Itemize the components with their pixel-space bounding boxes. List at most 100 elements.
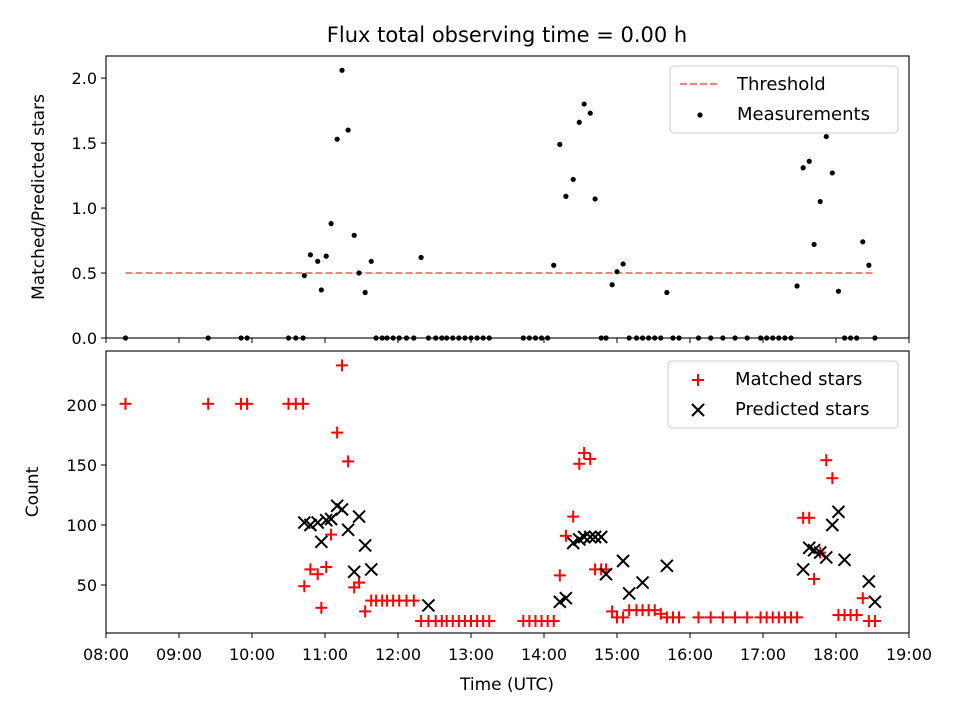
predicted-star-point: [796, 562, 810, 577]
measurement-point: [328, 221, 334, 227]
measurement-point: [345, 127, 351, 133]
bottom-plot-area: [119, 359, 882, 627]
matched-star-point: [342, 455, 355, 468]
matched-star-point: [729, 611, 742, 624]
predicted-star-point: [319, 513, 333, 527]
matched-star-point: [808, 573, 821, 585]
matched-star-point: [336, 359, 349, 372]
bottom-x-tick-label: 14:00: [521, 645, 567, 664]
measurement-point: [557, 141, 563, 147]
predicted-star-point: [616, 554, 630, 568]
measurement-point: [860, 239, 866, 245]
predicted-star-point: [825, 518, 840, 532]
matched-star-point: [297, 397, 310, 410]
bottom-legend-box: [667, 360, 899, 429]
predicted-star-point: [588, 530, 602, 544]
measurement-point: [614, 269, 620, 275]
matched-star-point: [868, 615, 881, 627]
measurement-point: [315, 258, 321, 264]
measurement-point: [570, 176, 576, 183]
measurement-point: [581, 101, 587, 107]
predicted-star-point: [421, 598, 436, 613]
bottom-x-tick-label: 10:00: [229, 645, 275, 664]
bottom-x-axis-ticks: 08:00 09:00 10:00 11:00 12:00 13:00 14:00 15:00…: [83, 633, 932, 664]
predicted-star-point: [599, 567, 613, 581]
bottom-axes-frame: [105, 350, 910, 634]
top-legend-box: [669, 65, 899, 134]
predicted-star-point: [831, 505, 846, 519]
matched-star-point: [573, 457, 586, 470]
top-y-tick-label: 1.0: [72, 199, 97, 218]
measurement-point: [551, 262, 557, 268]
matched-star-point: [359, 605, 372, 618]
matched-star-point: [850, 609, 863, 621]
measurement-point: [817, 198, 823, 205]
bottom-x-tick-label: 19:00: [886, 645, 932, 664]
bottom-x-tick-label: 17:00: [740, 645, 786, 664]
matched-star-point: [553, 569, 566, 582]
matched-star-point: [584, 453, 597, 465]
measurement-point: [563, 193, 569, 199]
measurement-point: [351, 232, 357, 238]
bottom-y-tick-label: 200: [66, 396, 97, 415]
predicted-star-point: [358, 538, 372, 553]
legend-measurements-label: Measurements: [737, 104, 870, 125]
measurement-point: [609, 282, 615, 288]
top-x-axis-ticks: [105, 338, 910, 343]
bottom-x-tick-label: 09:00: [156, 645, 202, 664]
predicted-star-point: [566, 536, 580, 550]
top-legend: Threshold Measurements: [669, 65, 899, 134]
matched-star-point: [315, 601, 328, 614]
matched-star-point: [320, 561, 333, 573]
matched-star-point: [654, 607, 667, 620]
matched-star-point: [331, 426, 344, 439]
bottom-x-tick-label: 18:00: [813, 645, 859, 664]
predicted-star-point: [314, 535, 329, 549]
top-y-axis-label: Matched/Predicted stars: [29, 94, 49, 300]
bottom-y-tick-label: 50: [77, 576, 97, 595]
matched-star-point: [648, 604, 661, 617]
top-axes-frame: [105, 55, 910, 339]
measurement-point: [806, 158, 812, 164]
matched-star-point: [311, 568, 324, 581]
bottom-y-axis-ticks: 50 100 150 200: [66, 396, 106, 595]
matched-star-point: [547, 615, 560, 627]
top-y-tick-label: 1.5: [72, 134, 97, 153]
predicted-star-point: [553, 595, 567, 609]
matched-star-point: [856, 592, 869, 605]
matched-star-point: [202, 397, 215, 410]
measurement-point: [866, 262, 872, 268]
measurement-point: [323, 253, 329, 259]
predicted-star-point: [577, 530, 591, 544]
top-y-tick-label: 0.0: [72, 329, 97, 348]
predicted-star-point: [559, 591, 573, 605]
legend-predicted-swatch: [691, 403, 705, 417]
predicted-star-point: [819, 550, 833, 565]
measurement-point: [334, 136, 340, 142]
predicted-star-point: [324, 512, 338, 526]
predicted-star-point: [868, 595, 882, 609]
bottom-x-tick-label: 16:00: [667, 645, 713, 664]
matched-star-point: [673, 611, 686, 624]
bottom-panel: 50 100 150 200 08:00 09:00 10:00 11:00 12:00 13:…: [23, 350, 932, 695]
bottom-x-tick-label: 13:00: [448, 645, 494, 664]
predicted-star-point: [303, 518, 318, 532]
measurement-point: [418, 254, 424, 261]
predicted-star-point: [310, 515, 325, 530]
matched-star-point: [791, 611, 804, 624]
top-y-tick-label: 0.5: [72, 264, 97, 283]
figure-title: Flux total observing time = 0.00 h: [327, 23, 687, 47]
matched-star-point: [298, 580, 311, 593]
measurement-point: [356, 270, 362, 276]
measurement-point: [794, 283, 800, 289]
legend-predicted-label: Predicted stars: [735, 399, 869, 420]
measurement-point: [620, 261, 626, 267]
bottom-y-tick-label: 100: [66, 516, 97, 535]
matched-star-point: [483, 615, 496, 627]
predicted-star-point: [635, 575, 650, 590]
bottom-x-tick-label: 08:00: [83, 645, 129, 664]
predicted-star-point: [352, 509, 366, 524]
matched-star-point: [692, 611, 705, 624]
bottom-x-axis-label: Time (UTC): [459, 675, 554, 695]
predicted-star-point: [837, 553, 852, 567]
